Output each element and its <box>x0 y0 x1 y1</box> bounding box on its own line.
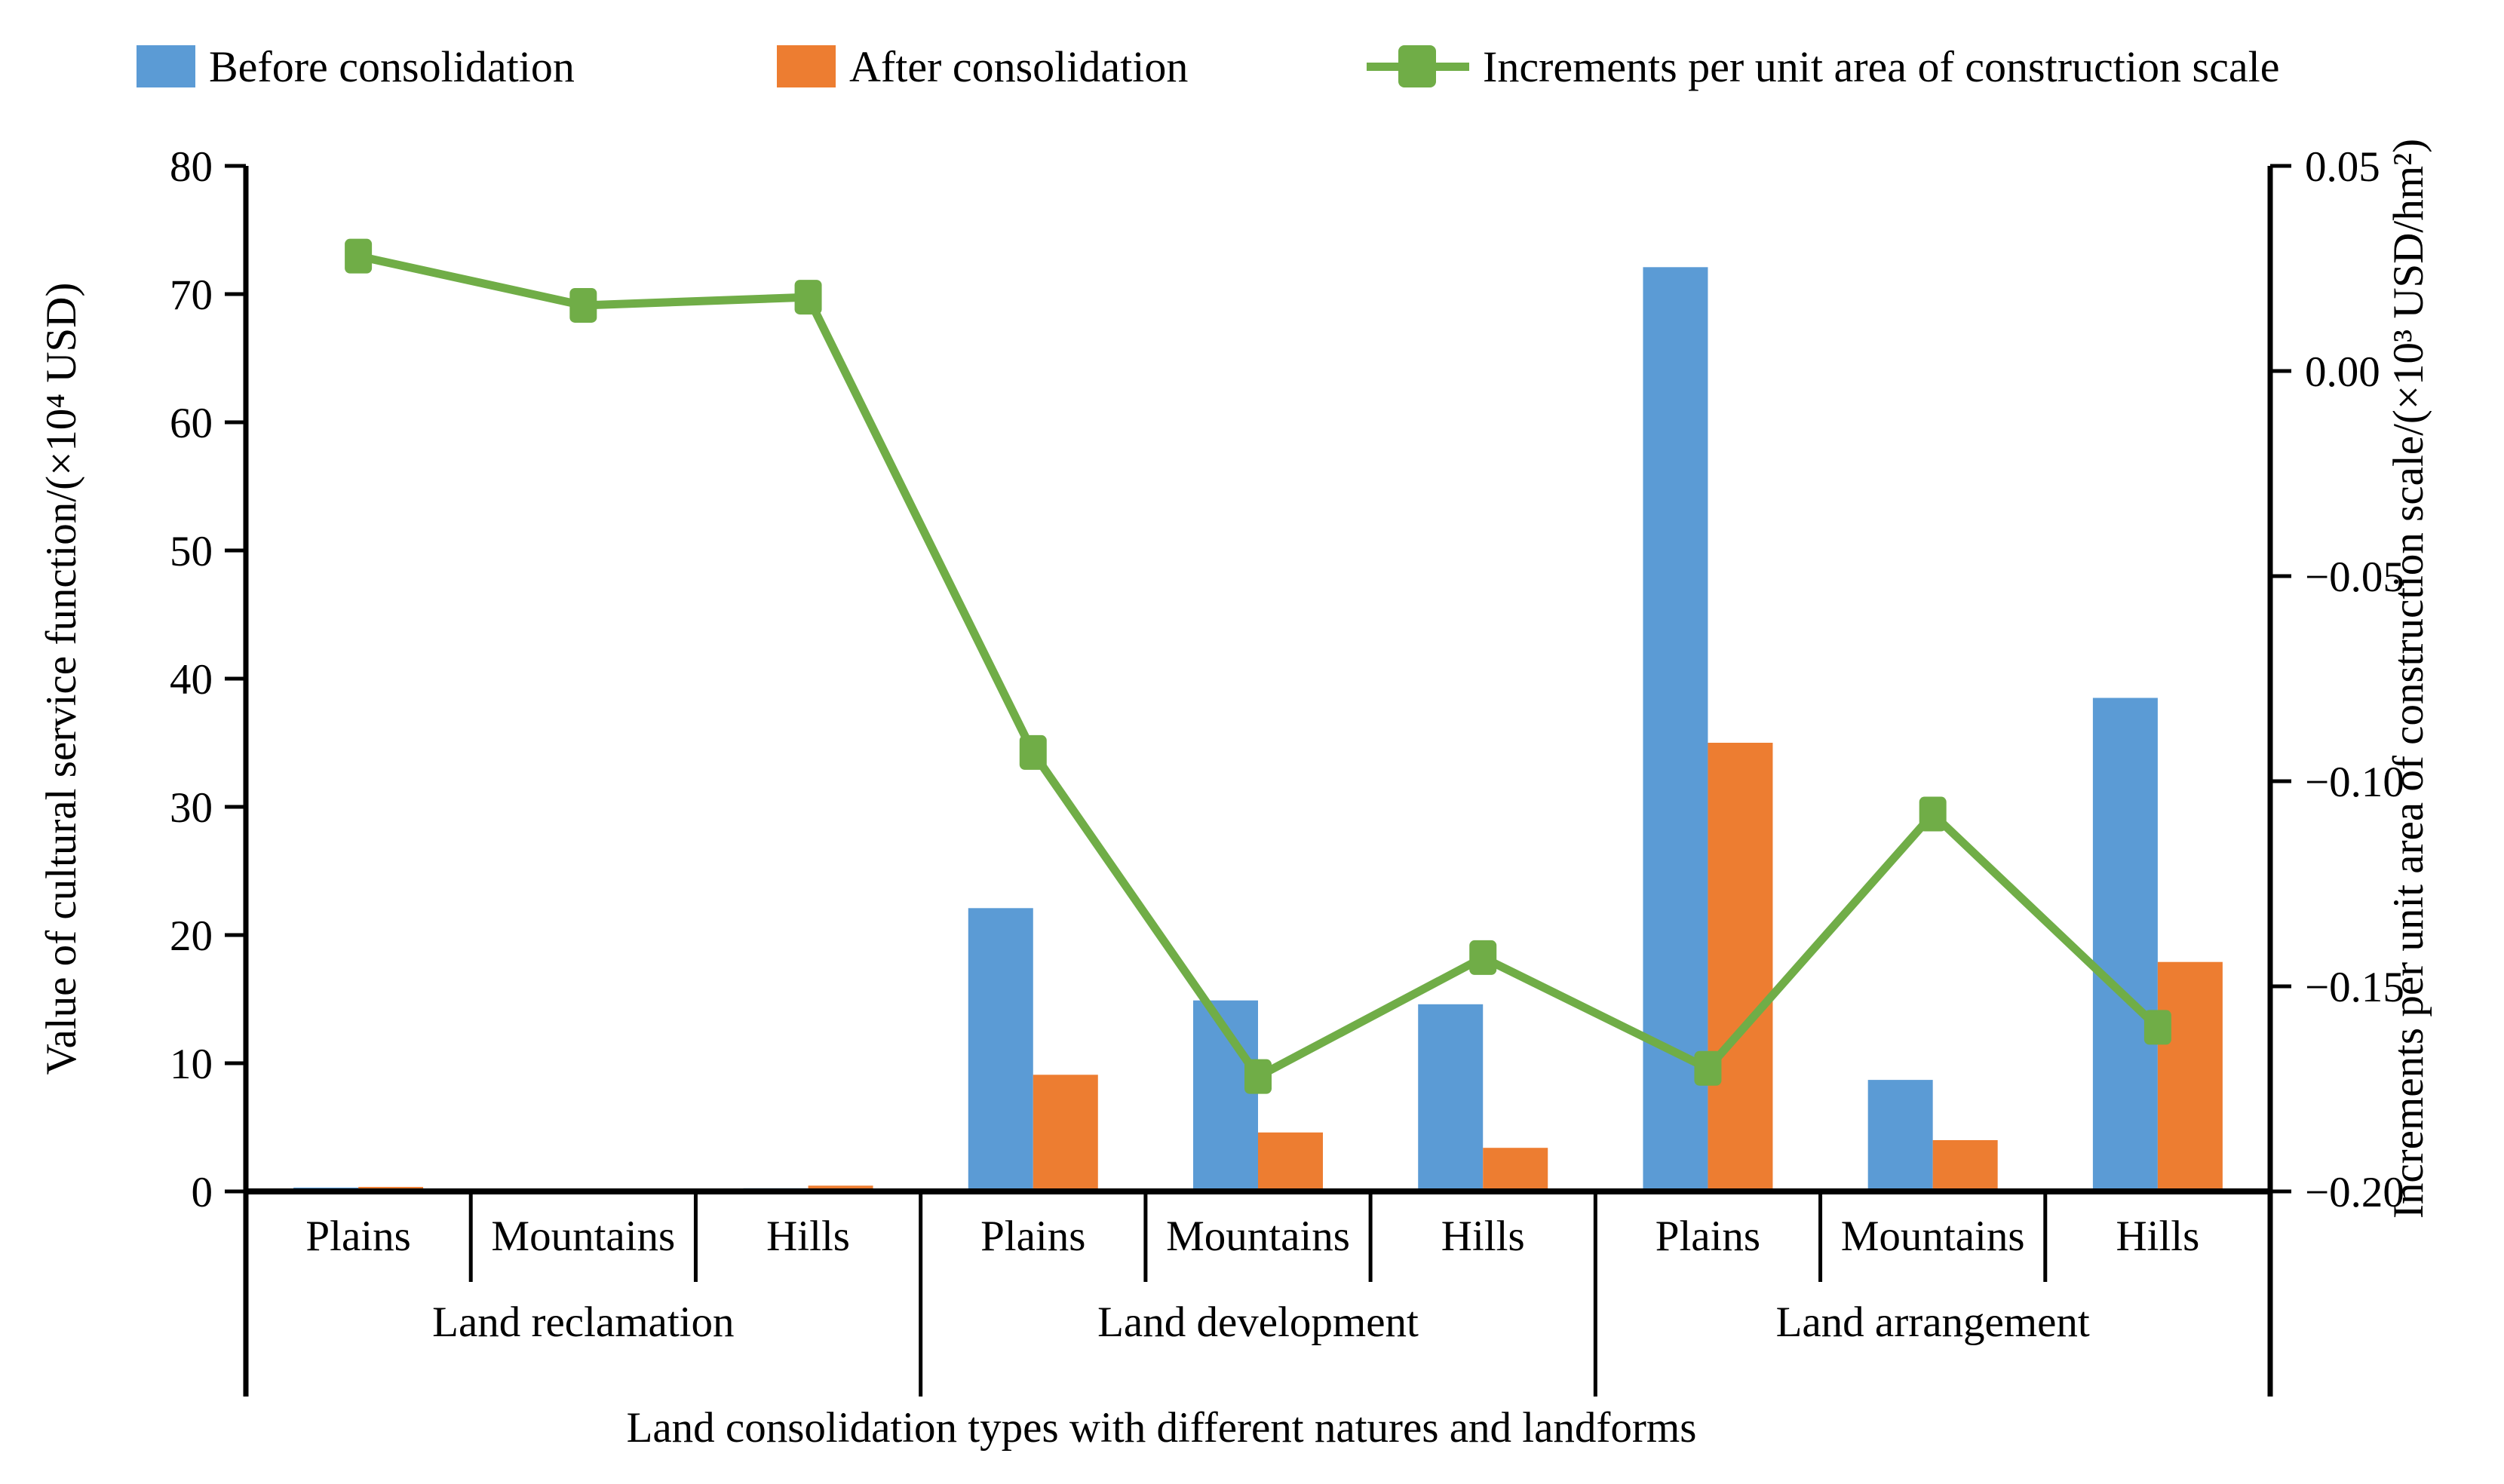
left-tick-label: 70 <box>170 271 213 319</box>
category-label: Hills <box>2116 1213 2199 1260</box>
line-marker-hills-8 <box>2143 1010 2171 1045</box>
group-label: Land arrangement <box>1776 1298 2090 1346</box>
legend: Before consolidation After consolidation… <box>0 0 2504 113</box>
bar-before-hills-5 <box>1418 1004 1484 1191</box>
left-tick-label: 20 <box>170 912 213 960</box>
line-marker-mountains-7 <box>1919 796 1947 832</box>
line-marker-plains-6 <box>1694 1050 1722 1086</box>
category-label: Mountains <box>1841 1213 2025 1260</box>
left-tick-label: 0 <box>192 1169 213 1216</box>
category-label: Mountains <box>1166 1213 1350 1260</box>
left-tick-label: 50 <box>170 528 213 575</box>
category-label: Plains <box>305 1213 410 1260</box>
bar-before-plains-3 <box>968 908 1033 1191</box>
bar-after-hills-5 <box>1483 1148 1548 1191</box>
legend-item-increments: Increments per unit area of construction… <box>1367 39 2279 94</box>
right-tick-label: −0.20 <box>2305 1169 2404 1216</box>
legend-label: Increments per unit area of construction… <box>1483 41 2280 91</box>
left-axis-title: Value of cultural service function/(×10⁴… <box>38 283 85 1075</box>
bar-after-mountains-7 <box>1932 1140 1998 1191</box>
increments-line <box>357 252 2161 1082</box>
right-tick-label: −0.05 <box>2305 553 2404 601</box>
left-tick-label: 10 <box>170 1041 213 1088</box>
left-tick-label: 80 <box>170 143 213 191</box>
line-marker-plains-0 <box>345 238 373 274</box>
category-label: Hills <box>1441 1213 1525 1260</box>
bar-after-plains-6 <box>1708 743 1773 1191</box>
after-consolidation-swatch-icon <box>777 45 836 87</box>
left-tick-label: 60 <box>170 400 213 447</box>
right-axis-title: Increments per unit area of construction… <box>2385 139 2432 1219</box>
bar-before-hills-8 <box>2092 698 2158 1191</box>
left-tick-label: 30 <box>170 784 213 832</box>
legend-label: Before consolidation <box>209 41 575 91</box>
legend-item-before-consolidation: Before consolidation <box>137 39 575 94</box>
line-square-marker-icon <box>1367 42 1469 90</box>
category-label: Plains <box>1656 1213 1760 1260</box>
before-consolidation-swatch-icon <box>137 45 195 87</box>
bar-after-mountains-4 <box>1258 1132 1323 1191</box>
group-label: Land reclamation <box>432 1298 734 1346</box>
line-marker-hills-2 <box>794 280 822 315</box>
category-label: Plains <box>980 1213 1085 1260</box>
line-marker-mountains-4 <box>1244 1059 1272 1094</box>
bar-after-plains-3 <box>1033 1075 1098 1191</box>
group-label: Land development <box>1097 1298 1419 1346</box>
x-axis-title: Land consolidation types with different … <box>627 1404 1697 1452</box>
line-marker-mountains-1 <box>569 287 597 323</box>
category-label: Mountains <box>491 1213 675 1260</box>
legend-label: After consolidation <box>849 41 1189 91</box>
category-label: Hills <box>766 1213 850 1260</box>
line-marker-plains-3 <box>1019 734 1047 770</box>
bar-before-mountains-7 <box>1867 1080 1933 1191</box>
line-marker-hills-5 <box>1469 940 1497 975</box>
legend-item-after-consolidation: After consolidation <box>777 39 1188 94</box>
right-tick-label: −0.15 <box>2305 964 2404 1011</box>
right-tick-label: −0.10 <box>2305 759 2404 806</box>
left-tick-label: 40 <box>170 656 213 704</box>
right-tick-label: 0.00 <box>2305 348 2380 396</box>
right-tick-label: 0.05 <box>2305 143 2380 191</box>
bar-after-hills-8 <box>2157 961 2223 1191</box>
